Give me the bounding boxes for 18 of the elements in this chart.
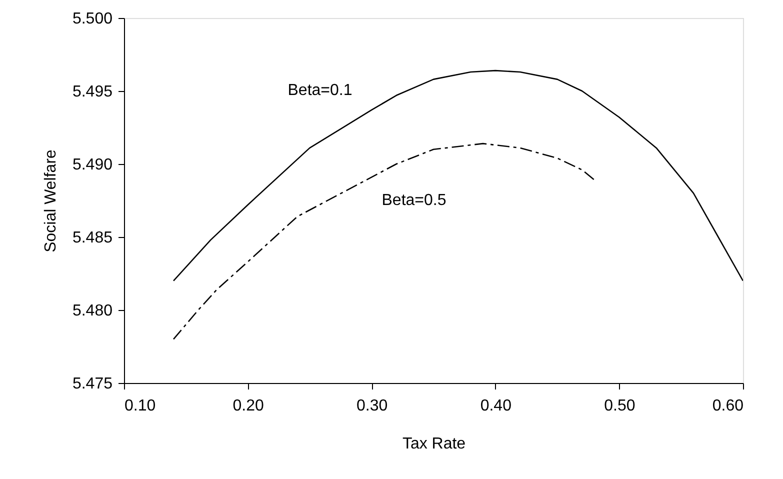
y-tick-label: 5.490 <box>72 156 113 174</box>
x-axis-title: Tax Rate <box>402 436 466 452</box>
x-tick-label: 0.60 <box>712 398 744 414</box>
x-tick-label: 0.40 <box>480 398 512 414</box>
y-tick-label: 5.495 <box>72 84 113 100</box>
y-axis-title: Social Welfare <box>42 149 60 252</box>
y-tick-label: 5.500 <box>72 10 113 28</box>
y-tick-label: 5.475 <box>72 376 113 392</box>
line-series <box>172 70 743 282</box>
x-tick-label: 0.50 <box>604 398 636 414</box>
x-tick-label: 0.10 <box>124 398 156 414</box>
y-tick-label: 5.485 <box>72 230 113 246</box>
x-tick-label: 0.20 <box>232 398 264 414</box>
y-tick-label: 5.480 <box>72 302 113 320</box>
series-label: Beta=0.5 <box>382 192 446 209</box>
series-label: Beta=0.1 <box>288 82 352 99</box>
line-series <box>172 142 596 340</box>
x-tick-label: 0.30 <box>356 398 388 414</box>
